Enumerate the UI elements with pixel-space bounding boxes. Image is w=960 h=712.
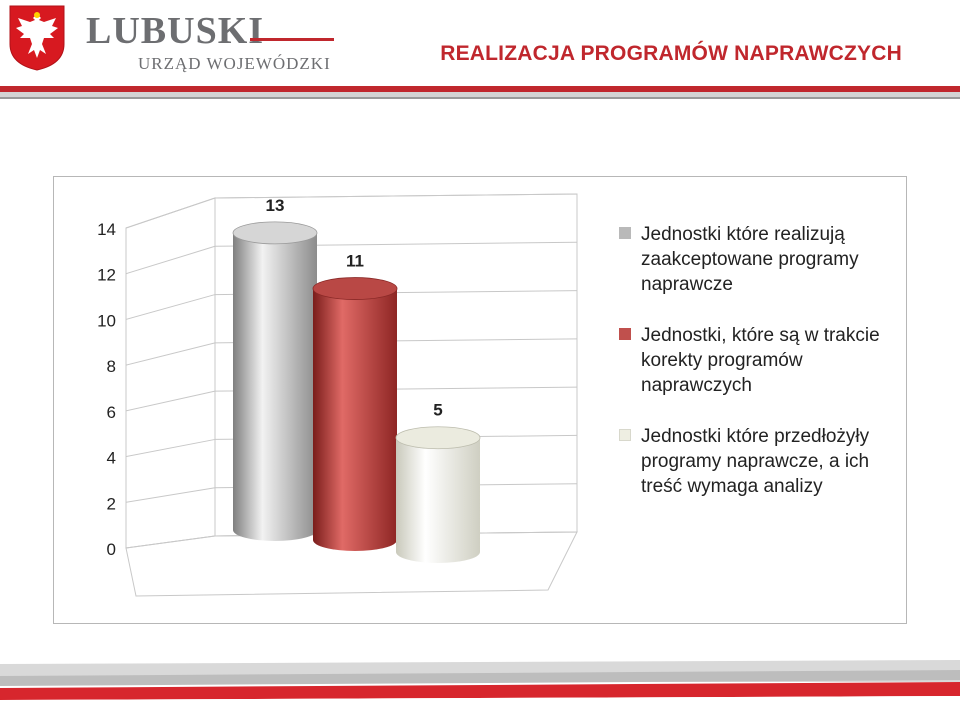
- bar: [312, 277, 398, 551]
- y-tick-label: 10: [97, 311, 116, 330]
- header-band-red: [0, 86, 960, 92]
- brand-name: LUBUSKI: [86, 10, 265, 52]
- header-band-grey: [0, 92, 960, 97]
- legend-label: Jednostki które przedłożyły programy nap…: [641, 426, 870, 497]
- bar-body: [313, 288, 397, 551]
- data-label: 5: [433, 401, 442, 420]
- y-tick-label: 6: [107, 403, 116, 422]
- brand-subtitle: URZĄD WOJEWÓDZKI: [138, 54, 331, 73]
- brand-logo: LUBUSKI URZĄD WOJEWÓDZKI: [86, 12, 331, 74]
- gridline: [125, 390, 216, 412]
- gridline: [125, 438, 216, 458]
- bar-top: [232, 221, 318, 245]
- header-band-dark: [0, 97, 960, 99]
- y-tick-label: 14: [97, 220, 116, 239]
- chart-legend: Jednostki które realizują zaakceptowane …: [617, 222, 897, 499]
- legend-item: Jednostki, które są w trakcie korekty pr…: [617, 323, 897, 398]
- bar-body: [233, 232, 317, 541]
- bar: [232, 221, 318, 541]
- legend-item: Jednostki które realizują zaakceptowane …: [617, 222, 897, 297]
- gridline: [125, 245, 216, 275]
- y-tick-label: 8: [107, 357, 116, 376]
- white-eagle-crest-icon: [9, 5, 65, 71]
- gridline: [125, 487, 216, 503]
- bar-top: [395, 426, 481, 450]
- legend-swatch-grey: [619, 227, 631, 239]
- gridline: [125, 294, 216, 320]
- data-label: 13: [266, 196, 285, 215]
- y-tick-label: 2: [107, 494, 116, 513]
- gridline: [125, 535, 216, 549]
- legend-swatch-cream: [619, 429, 631, 441]
- y-tick-label: 0: [107, 540, 116, 559]
- legend-label: Jednostki które realizują zaakceptowane …: [641, 224, 859, 295]
- y-tick-label: 12: [97, 266, 116, 285]
- y-tick-label: 4: [107, 449, 116, 468]
- footer-swoosh: [0, 660, 960, 712]
- legend-label: Jednostki, które są w trakcie korekty pr…: [641, 325, 880, 396]
- legend-swatch-red: [619, 328, 631, 340]
- gridline: [125, 342, 216, 366]
- gridline: [125, 197, 216, 229]
- brand-rule: [250, 38, 334, 41]
- slide-title: REALIZACJA PROGRAMÓW NAPRAWCZYCH: [440, 42, 902, 65]
- legend-item: Jednostki które przedłożyły programy nap…: [617, 424, 897, 499]
- bar-top: [312, 277, 398, 300]
- data-label: 11: [346, 252, 364, 271]
- gridline: [214, 193, 578, 199]
- bar: [395, 426, 481, 563]
- bar-body: [396, 437, 480, 563]
